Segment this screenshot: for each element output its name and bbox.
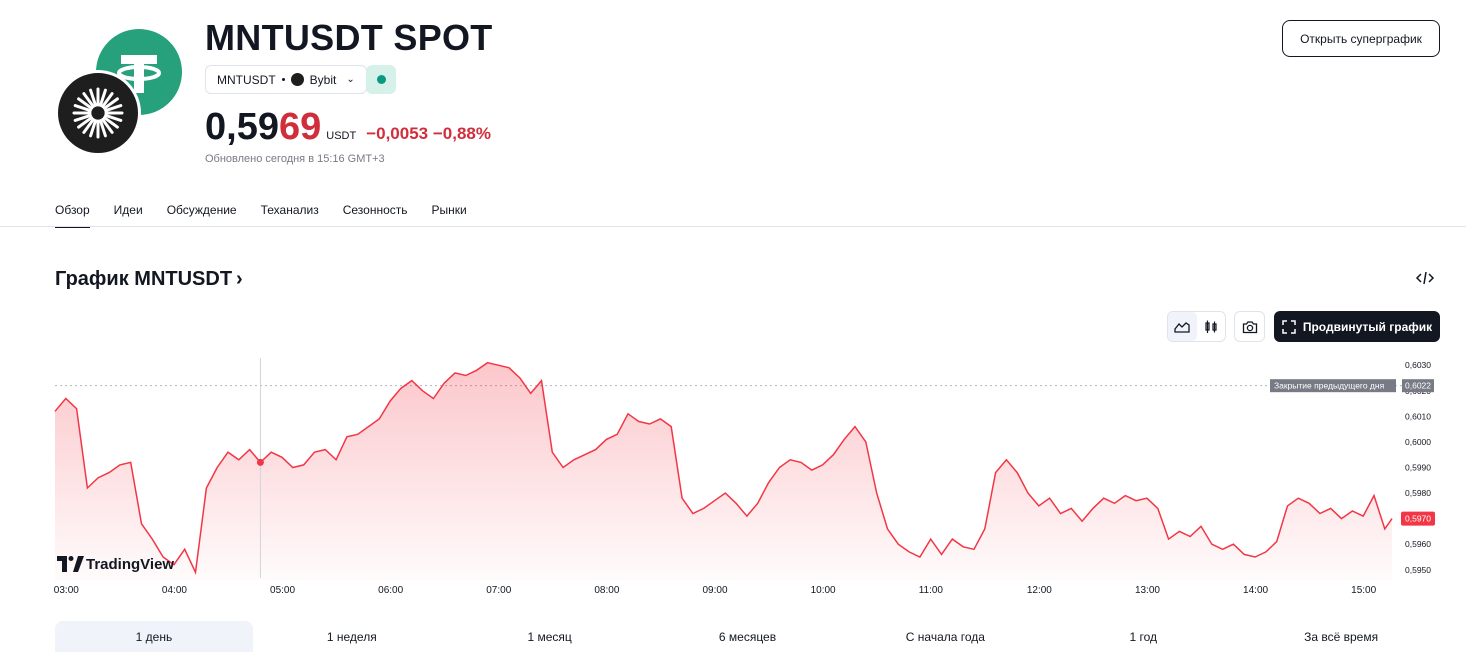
prev-close-badge: Закрытие предыдущего дня 0,6022 <box>1270 379 1434 393</box>
range-1m[interactable]: 1 месяц <box>527 629 572 644</box>
embed-code-icon[interactable] <box>1414 268 1436 288</box>
mantle-logo-ray <box>73 104 92 113</box>
open-superchart-button[interactable]: Открыть суперграфик <box>1282 20 1440 57</box>
range-1w[interactable]: 1 неделя <box>326 629 377 644</box>
price-line <box>54 361 1393 575</box>
x-axis-tick-label: 11:00 <box>919 585 944 596</box>
x-axis-tick-label: 13:00 <box>1135 585 1160 596</box>
tradingview-logo-dot <box>68 556 74 561</box>
candlestick-icon <box>1205 320 1217 333</box>
mantle-logo-ray <box>104 104 123 113</box>
tradingview-brand: TradingView <box>86 556 174 573</box>
advanced-chart-button[interactable]: Продвинутый график <box>1274 311 1440 342</box>
x-axis-tick-label: 08:00 <box>594 585 619 596</box>
last-price-badge: 0,5970 <box>1401 511 1435 526</box>
tab-discussion[interactable]: Обсуждение <box>166 203 237 217</box>
price-area <box>55 362 1392 580</box>
range-1y[interactable]: 1 год <box>1129 629 1157 644</box>
symbol-logo <box>55 29 183 157</box>
price-chart[interactable]: 0,60300,60200,60100,60000,59900,59800,59… <box>0 350 1466 605</box>
range-1d[interactable]: 1 день <box>55 621 253 652</box>
time-range-selector: 1 день 1 неделя 1 месяц 6 месяцев С нача… <box>55 621 1440 652</box>
range-ytd[interactable]: С начала года <box>905 629 985 644</box>
price-main: 0,59 <box>205 106 279 148</box>
price-row: 0,59 69 USDT −0,0053 −0,88% <box>205 106 491 149</box>
y-axis-tick-label: 0,5960 <box>1405 539 1431 549</box>
status-dot-icon <box>376 75 386 84</box>
y-axis-tick-label: 0,5950 <box>1405 565 1431 575</box>
chart-title: График MNTUSDT <box>55 268 233 290</box>
tradingview-logo-slash <box>73 556 84 572</box>
tradingview-watermark: TradingView <box>57 556 174 573</box>
separator-dot <box>281 78 285 81</box>
mantle-logo-ray <box>102 97 119 110</box>
mantle-logo-ray <box>89 88 98 107</box>
chart-style-toggle <box>1167 311 1226 342</box>
x-axis-tick-label: 07:00 <box>486 585 511 596</box>
prev-close-value: 0,6022 <box>1405 381 1431 391</box>
y-axis-tick-label: 0,5980 <box>1405 488 1431 498</box>
tab-seasonality[interactable]: Сезонность <box>342 203 408 217</box>
price-unit: USDT <box>326 130 357 142</box>
mantle-logo-ray <box>102 116 119 129</box>
candles-chart-button[interactable] <box>1197 312 1226 341</box>
tab-ideas[interactable]: Идеи <box>113 203 143 217</box>
snapshot-button[interactable] <box>1234 311 1265 342</box>
page-title: MNTUSDT SPOT <box>205 17 493 58</box>
x-axis-tick-label: 09:00 <box>702 585 727 596</box>
area-chart-button[interactable] <box>1168 312 1197 341</box>
mantle-logo-ray <box>77 97 94 110</box>
x-axis-tick-label: 04:00 <box>162 585 187 596</box>
mantle-logo-ray <box>77 116 94 129</box>
tab-markets[interactable]: Рынки <box>431 203 467 217</box>
price-tail: 69 <box>278 106 322 148</box>
market-status-indicator[interactable] <box>366 65 396 94</box>
mantle-logo-ray <box>82 92 95 109</box>
x-axis-tick-label: 15:00 <box>1351 585 1376 596</box>
chevron-right-icon: › <box>236 268 243 290</box>
price-change: −0,0053 −0,88% <box>366 124 491 143</box>
mantle-logo-ray <box>101 92 114 109</box>
y-axis-tick-label: 0,6010 <box>1405 411 1431 421</box>
y-axis-tick-label: 0,5990 <box>1405 463 1431 473</box>
x-axis-tick-label: 14:00 <box>1243 585 1268 596</box>
x-axis-tick-label: 12:00 <box>1027 585 1052 596</box>
chevron-down-icon: ⌄ <box>346 74 355 85</box>
section-tabs: Обзор Идеи Обсуждение Теханализ Сезоннос… <box>55 203 467 228</box>
mantle-logo-ray <box>89 119 98 138</box>
advanced-chart-label: Продвинутый график <box>1302 319 1433 334</box>
x-axis-tick-label: 06:00 <box>378 585 403 596</box>
mantle-logo-ray <box>98 88 107 107</box>
mantle-logo-ray <box>98 119 107 138</box>
camera-icon <box>1242 320 1257 333</box>
x-axis-tick-label: 05:00 <box>270 585 295 596</box>
x-axis-tick-label: 03:00 <box>54 585 79 596</box>
y-axis-tick-label: 0,6000 <box>1405 437 1431 447</box>
crosshair-point <box>256 458 264 466</box>
tab-technicals[interactable]: Теханализ <box>260 203 319 217</box>
prev-close-label: Закрытие предыдущего дня <box>1274 381 1385 391</box>
tabs-divider <box>0 226 1466 227</box>
chart-title-link[interactable]: График MNTUSDT › <box>55 268 243 291</box>
bybit-icon <box>290 73 304 86</box>
pill-exchange: Bybit <box>309 72 337 87</box>
symbol-exchange-pill[interactable]: MNTUSDT Bybit ⌄ <box>205 65 367 94</box>
mantle-logo-ray <box>82 117 95 134</box>
area-chart-icon <box>1174 321 1190 333</box>
tab-overview[interactable]: Обзор <box>55 203 90 228</box>
fullscreen-icon <box>1282 319 1296 334</box>
x-axis-tick-label: 10:00 <box>811 585 836 596</box>
y-axis-tick-label: 0,6030 <box>1405 360 1431 370</box>
mantle-logo-ray <box>101 117 114 134</box>
tradingview-logo-icon <box>57 556 67 572</box>
updated-timestamp: Обновлено сегодня в 15:16 GMT+3 <box>205 153 385 165</box>
range-all[interactable]: За всё время <box>1304 629 1379 644</box>
mantle-logo-ray <box>73 113 92 122</box>
mantle-logo-ray <box>104 113 123 122</box>
last-price-value: 0,5970 <box>1405 514 1431 524</box>
mantle-logo-icon <box>55 70 141 156</box>
range-6m[interactable]: 6 месяцев <box>718 629 777 644</box>
pill-symbol: MNTUSDT <box>217 72 276 87</box>
